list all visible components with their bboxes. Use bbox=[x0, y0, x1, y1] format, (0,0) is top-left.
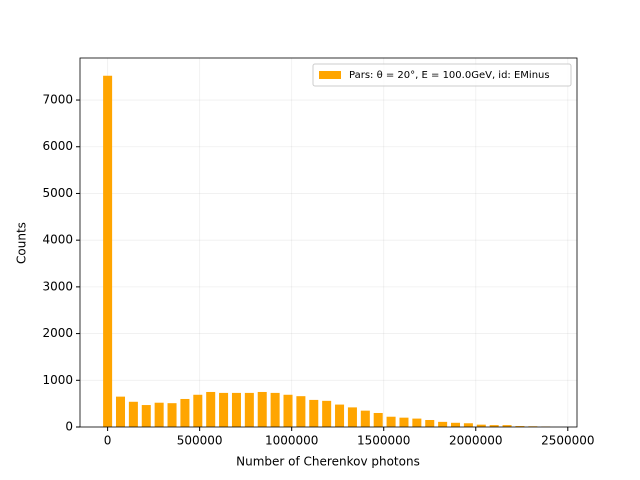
bar bbox=[425, 419, 435, 427]
bar bbox=[128, 401, 138, 427]
bar bbox=[335, 404, 345, 427]
y-tick-label: 5000 bbox=[42, 186, 73, 200]
bar bbox=[180, 398, 190, 427]
y-tick-label: 6000 bbox=[42, 139, 73, 153]
bar bbox=[476, 424, 486, 427]
y-tick-label: 2000 bbox=[42, 326, 73, 340]
x-tick-label: 1500000 bbox=[357, 434, 410, 448]
bar bbox=[309, 399, 319, 427]
bar bbox=[373, 412, 383, 427]
bar bbox=[463, 423, 473, 427]
legend-swatch bbox=[319, 71, 341, 79]
bar bbox=[347, 407, 357, 427]
bar bbox=[386, 416, 396, 427]
x-tick-label: 1000000 bbox=[265, 434, 318, 448]
bar bbox=[296, 396, 306, 427]
bar bbox=[399, 417, 409, 427]
legend: Pars: θ = 20°, E = 100.0GeV, id: EMinus bbox=[312, 63, 572, 87]
bar bbox=[193, 394, 203, 427]
bar bbox=[515, 426, 525, 427]
bar bbox=[115, 396, 126, 427]
legend-box bbox=[312, 63, 572, 87]
bar bbox=[206, 391, 216, 427]
bar bbox=[502, 425, 512, 427]
bar bbox=[438, 421, 448, 427]
x-axis-label: Number of Cherenkov photons bbox=[236, 455, 420, 469]
bar bbox=[257, 391, 267, 427]
bar bbox=[322, 400, 332, 427]
bar bbox=[167, 403, 177, 427]
bar bbox=[412, 418, 422, 427]
bar bbox=[270, 392, 280, 427]
x-tick-label: 0 bbox=[104, 434, 112, 448]
y-tick-label: 1000 bbox=[42, 373, 73, 387]
x-tick-label: 2000000 bbox=[449, 434, 502, 448]
y-tick-label: 3000 bbox=[42, 279, 73, 293]
bar bbox=[154, 402, 164, 427]
bar bbox=[103, 75, 113, 428]
x-tick-label: 2500000 bbox=[541, 434, 594, 448]
bar bbox=[231, 392, 241, 427]
x-tick-label: 500000 bbox=[177, 434, 223, 448]
y-tick-label: 4000 bbox=[42, 233, 73, 247]
bar bbox=[219, 392, 229, 427]
bar bbox=[451, 422, 461, 427]
plot-frame bbox=[79, 57, 578, 428]
bar bbox=[283, 394, 293, 427]
bar bbox=[141, 405, 151, 427]
bar bbox=[489, 425, 499, 427]
bar bbox=[360, 410, 370, 427]
y-tick-label: 0 bbox=[65, 420, 73, 434]
y-axis-label: Counts bbox=[15, 222, 29, 264]
legend-label: Pars: θ = 20°, E = 100.0GeV, id: EMinus bbox=[349, 70, 550, 81]
bar bbox=[244, 392, 254, 427]
y-tick-label: 7000 bbox=[42, 93, 73, 107]
